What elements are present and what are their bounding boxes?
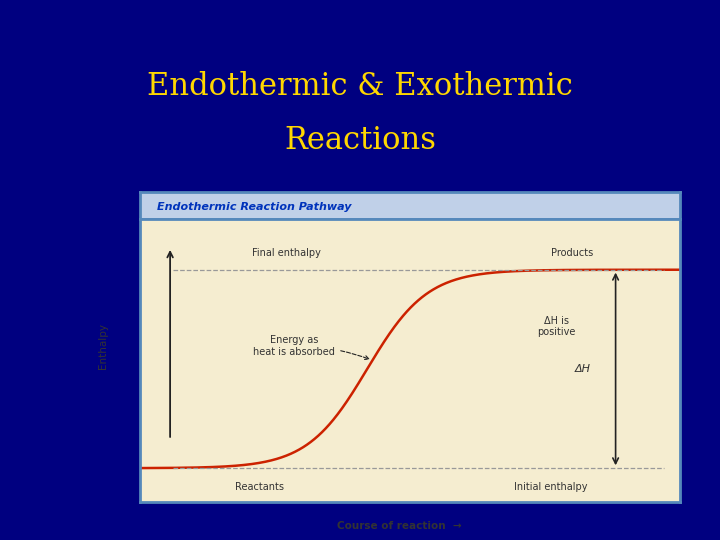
Text: Products: Products (552, 248, 593, 258)
Text: Energy as
heat is absorbed: Energy as heat is absorbed (253, 335, 369, 360)
Text: ΔH is
positive: ΔH is positive (537, 315, 575, 337)
Text: Reactants: Reactants (235, 482, 284, 492)
Text: Initial enthalpy: Initial enthalpy (514, 482, 588, 492)
Text: ΔH: ΔH (575, 364, 591, 374)
Text: Course of reaction  →: Course of reaction → (337, 521, 462, 531)
Text: Endothermic & Exothermic: Endothermic & Exothermic (147, 71, 573, 102)
Text: Enthalpy: Enthalpy (98, 323, 107, 369)
Text: Reactions: Reactions (284, 125, 436, 156)
Text: Final enthalpy: Final enthalpy (252, 248, 320, 258)
Text: Endothermic Reaction Pathway: Endothermic Reaction Pathway (157, 201, 351, 212)
